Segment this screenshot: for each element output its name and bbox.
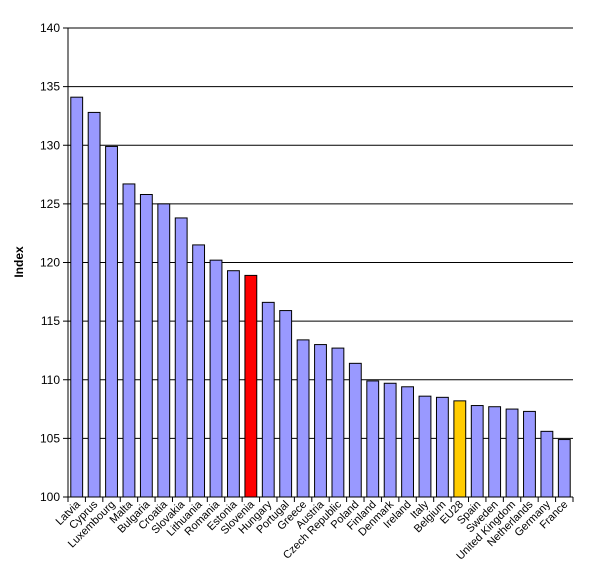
bar-croatia bbox=[157, 203, 171, 498]
bar-luxembourg bbox=[105, 145, 118, 498]
bar-belgium bbox=[435, 396, 449, 498]
bar-slovakia bbox=[174, 217, 188, 498]
bar-hungary bbox=[261, 301, 275, 498]
bar-czech-republic bbox=[331, 347, 345, 498]
bar-lithuania bbox=[192, 244, 206, 498]
bar-estonia bbox=[227, 270, 240, 498]
y-tick-label: 120 bbox=[40, 256, 60, 270]
y-tick-label: 125 bbox=[40, 197, 60, 211]
bar-united-kingdom bbox=[505, 408, 519, 498]
bar-bulgaria bbox=[139, 193, 153, 498]
bar-malta bbox=[122, 183, 136, 498]
bar-germany bbox=[540, 430, 554, 498]
bar-spain bbox=[470, 405, 484, 498]
x-tick-labels: LatviaCyprusLuxembourgMaltaBulgariaCroat… bbox=[54, 498, 571, 562]
bar-portugal bbox=[279, 310, 293, 498]
bar-ireland bbox=[401, 386, 414, 498]
bar-netherlands bbox=[523, 410, 536, 498]
bar-greece bbox=[296, 339, 310, 498]
y-axis-title: Index bbox=[12, 246, 26, 278]
bar-austria bbox=[314, 344, 327, 498]
bar-cyprus bbox=[87, 111, 101, 498]
bar-latvia bbox=[70, 96, 84, 498]
bar-denmark bbox=[383, 382, 397, 498]
y-tick-label: 115 bbox=[41, 314, 60, 328]
bar-romania bbox=[209, 259, 223, 498]
y-tick-label: 135 bbox=[40, 80, 60, 94]
y-tick-labels: 100 105 110 115 120 125 130 135 140 bbox=[40, 21, 60, 504]
bar-sweden bbox=[488, 406, 502, 498]
y-tick-label: 110 bbox=[41, 373, 60, 387]
y-tick-label: 140 bbox=[40, 21, 60, 35]
bar-slovenia bbox=[244, 274, 258, 498]
bars bbox=[70, 96, 571, 498]
axes bbox=[63, 27, 574, 502]
y-tick-label: 130 bbox=[40, 138, 60, 152]
y-tick-label: 105 bbox=[40, 431, 60, 445]
bar-italy bbox=[418, 395, 432, 498]
y-tick-label: 100 bbox=[40, 490, 60, 504]
bar-france bbox=[557, 439, 571, 498]
bar-poland bbox=[348, 362, 362, 498]
bar-finland bbox=[366, 380, 380, 498]
bar-eu28 bbox=[453, 400, 467, 498]
